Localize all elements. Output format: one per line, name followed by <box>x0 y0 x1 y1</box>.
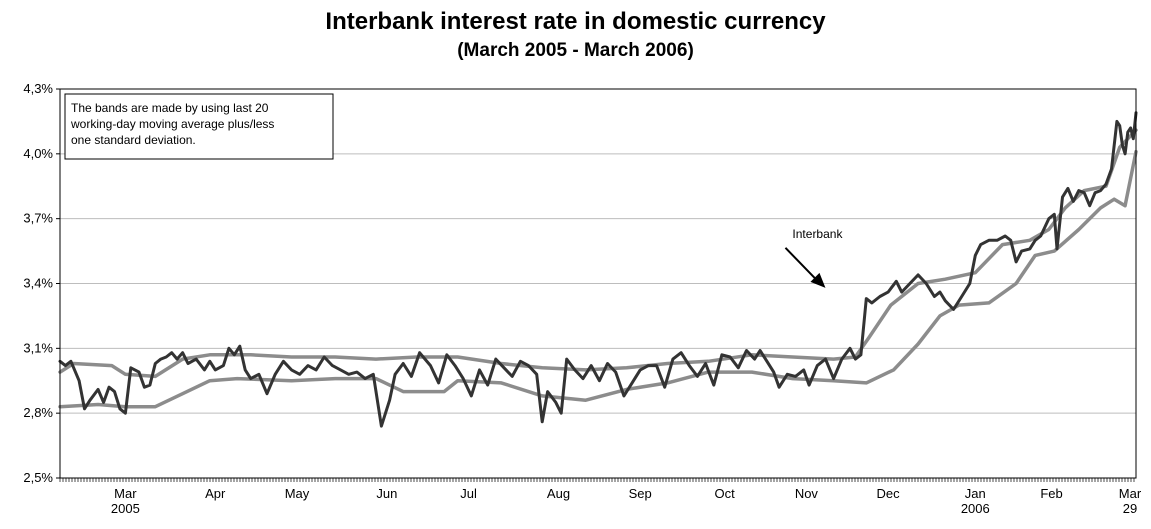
x-tick-label-1: Apr <box>205 486 226 501</box>
x-tick-label-10: Jan <box>965 486 986 501</box>
x-tick-label-5: Aug <box>547 486 570 501</box>
x-tick-label-11: Feb <box>1040 486 1062 501</box>
note-box <box>64 93 334 160</box>
series-line-interbank <box>58 111 1138 428</box>
y-tick-label-4: 3,7% <box>23 211 53 226</box>
x-tick-sublabel-0: 2005 <box>111 501 140 516</box>
note-line-1: working-day moving average plus/less <box>70 117 274 131</box>
x-tick-label-3: Jun <box>376 486 397 501</box>
x-tick-label-4: Jul <box>460 486 477 501</box>
gridlines <box>60 153 1136 414</box>
y-axis-tick-labels: 2,5% 2,8% 3,1% 3,4% 3,7% 4,0% 4,3% <box>23 81 60 485</box>
annotation: Interbank <box>784 227 843 288</box>
series-line-band-1 <box>58 128 1138 379</box>
annotation-label: Interbank <box>792 227 843 241</box>
series-line-band-2 <box>58 149 1138 409</box>
y-tick-label-2: 3,1% <box>23 340 53 355</box>
x-minor-ticks <box>59 478 1135 482</box>
chart-subtitle: (March 2005 - March 2006) <box>457 40 694 61</box>
x-tick-label-8: Nov <box>795 486 819 501</box>
x-tick-label-9: Dec <box>877 486 901 501</box>
series-lines <box>58 111 1138 428</box>
note-line-0: The bands are made by using last 20 <box>71 101 269 115</box>
x-tick-sublabel-12: 29 <box>1123 501 1137 516</box>
y-tick-label-6: 4,3% <box>23 81 53 96</box>
x-tick-label-0: Mar <box>114 486 137 501</box>
legend-note-box: The bands are made by using last 20 worki… <box>64 93 334 160</box>
note-line-2: one standard deviation. <box>71 133 196 147</box>
y-tick-label-5: 4,0% <box>23 146 53 161</box>
x-tick-label-2: May <box>285 486 310 501</box>
y-tick-label-3: 3,4% <box>23 276 53 291</box>
annotation-arrow-shaft <box>784 247 819 282</box>
x-tick-label-12: Mar <box>1119 486 1142 501</box>
x-tick-label-6: Sep <box>629 486 652 501</box>
x-tick-label-7: Oct <box>715 486 736 501</box>
annotation-arrowhead <box>810 272 826 288</box>
chart-title: Interbank interest rate in domestic curr… <box>325 8 826 35</box>
y-tick-label-1: 2,8% <box>23 405 53 420</box>
x-tick-sublabel-10: 2006 <box>961 501 990 516</box>
y-tick-label-0: 2,5% <box>23 470 53 485</box>
